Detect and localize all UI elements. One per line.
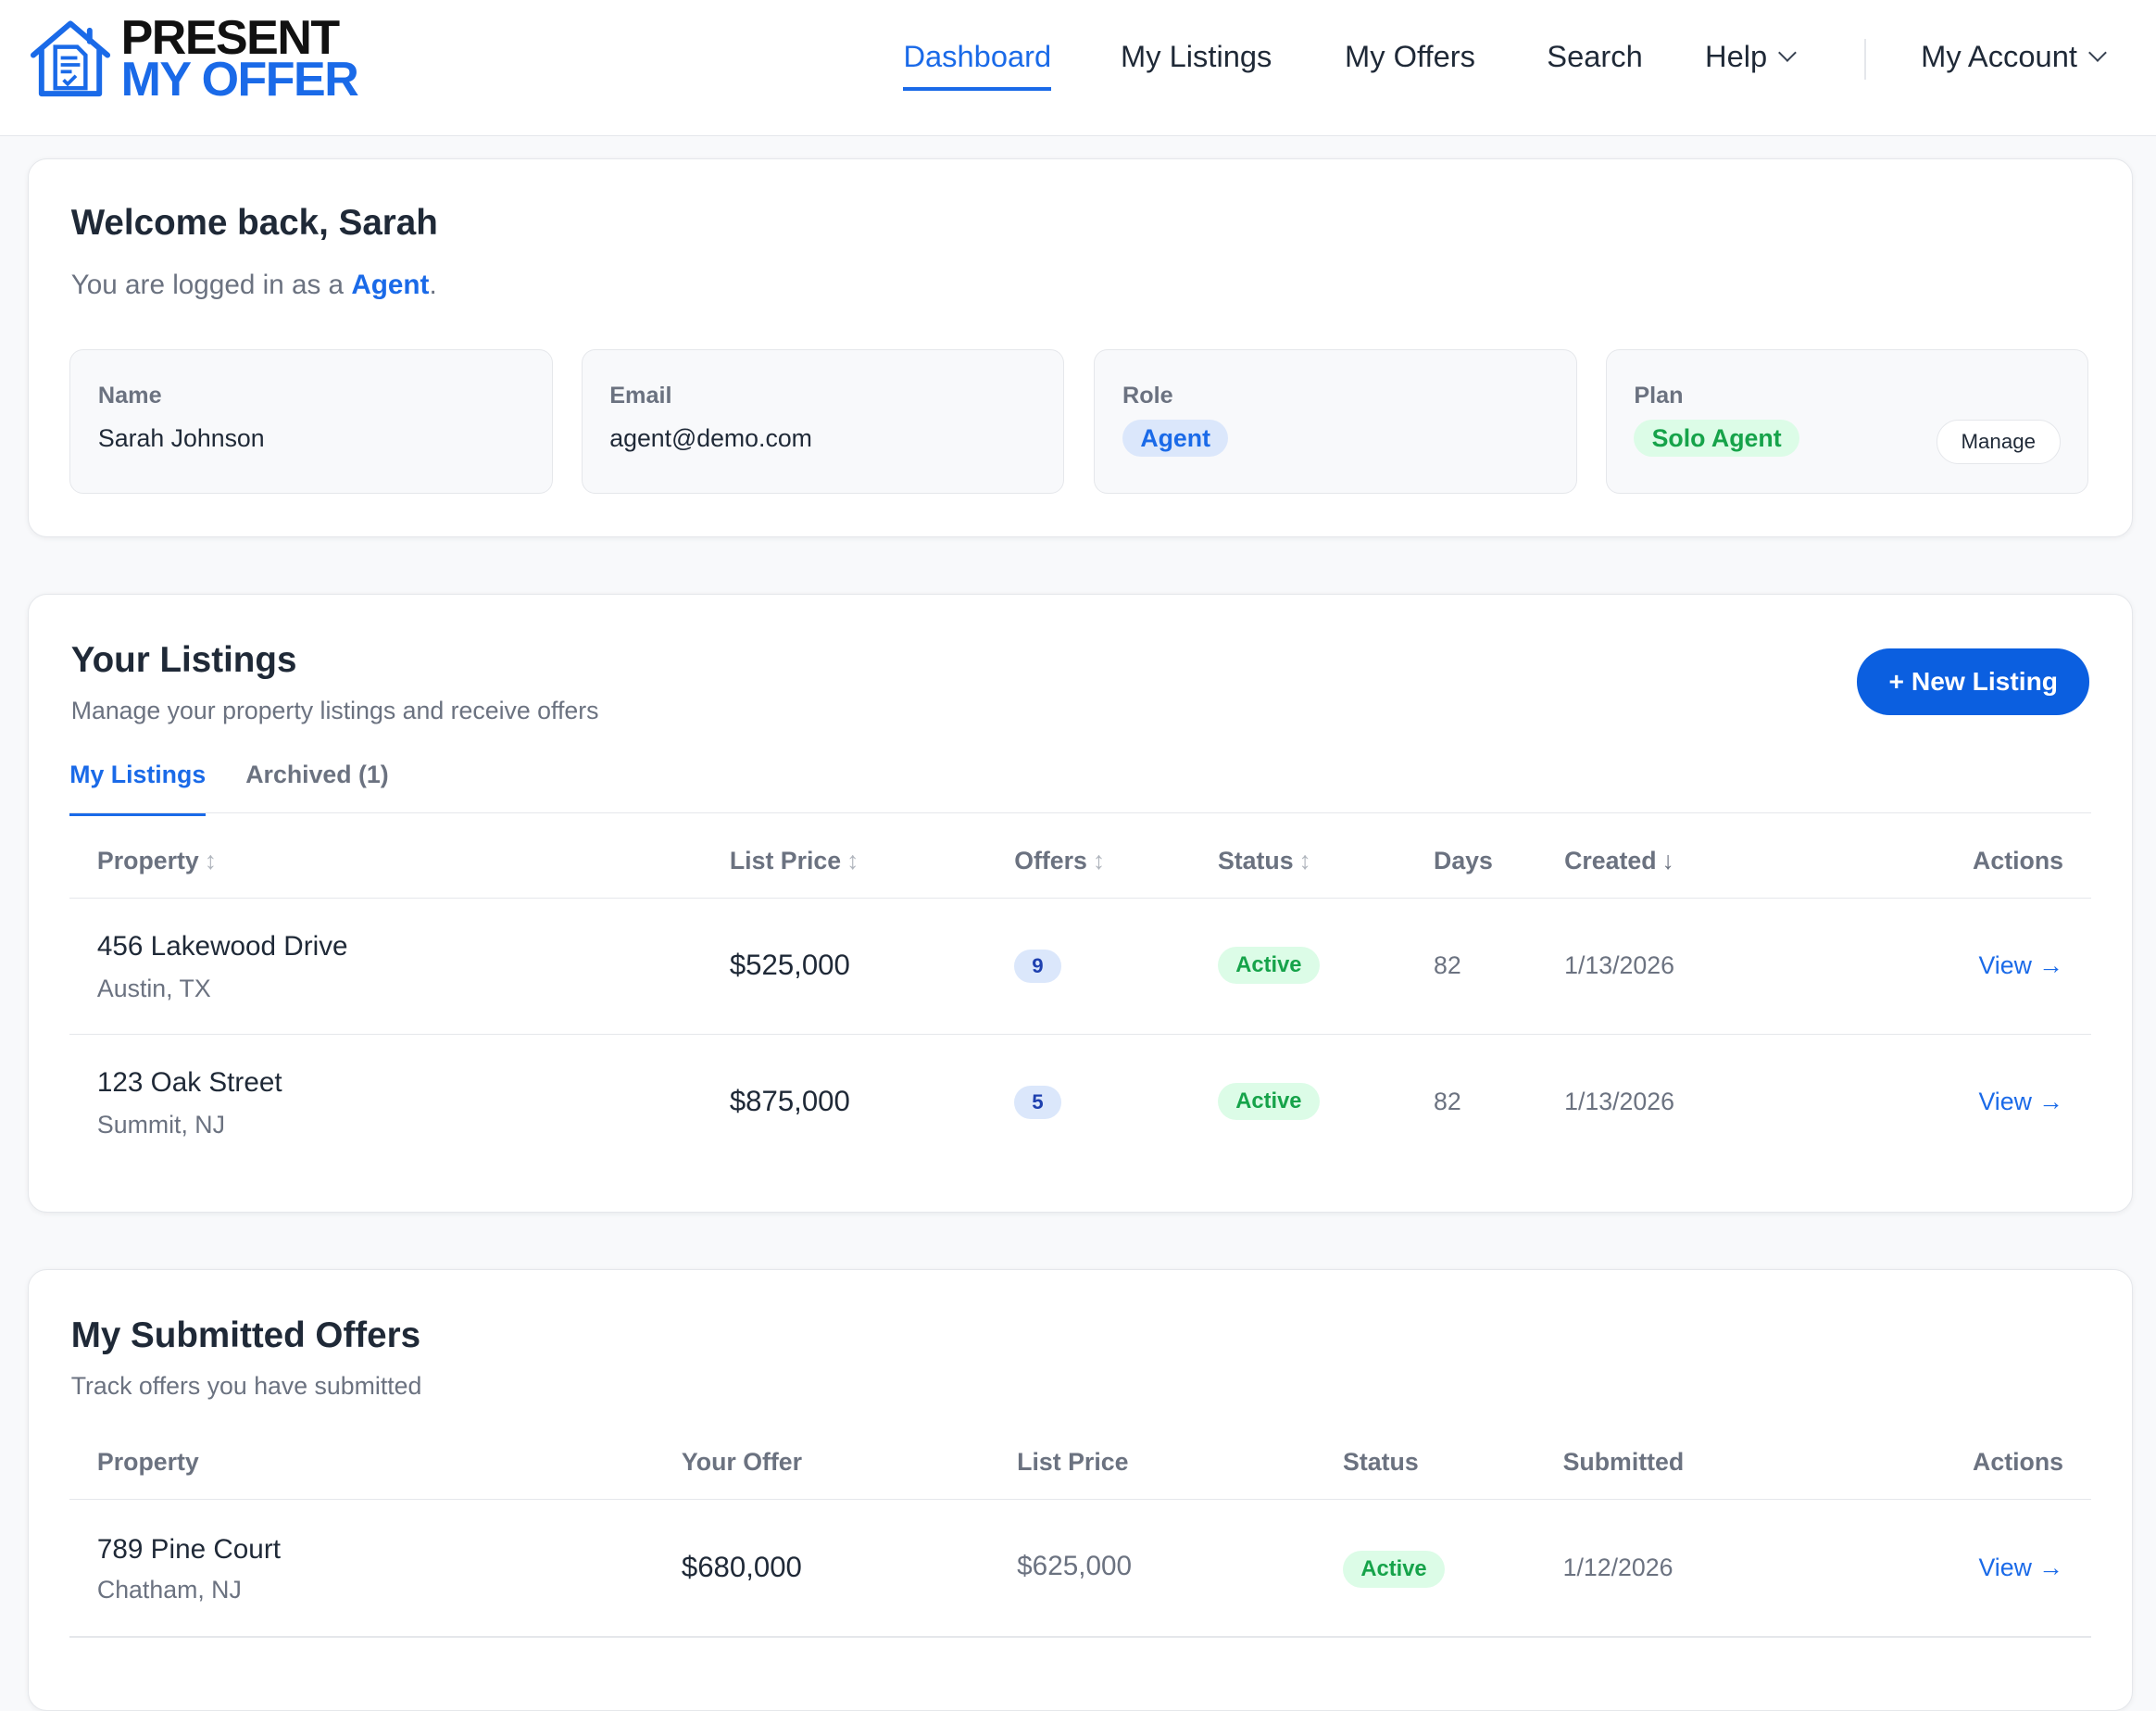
col-days: Days [1434, 847, 1493, 875]
days: 82 [1434, 1087, 1461, 1115]
days: 82 [1434, 950, 1461, 979]
col-offers[interactable]: Offers ↕ [1014, 847, 1105, 875]
list-price: $525,000 [729, 948, 850, 981]
col-label: Property [96, 847, 199, 875]
tab-archived[interactable]: Archived (1) [245, 760, 389, 788]
plan-badge: Solo Agent [1634, 420, 1799, 458]
listings-title: Your Listings [70, 640, 297, 681]
role-link[interactable]: Agent [351, 269, 430, 300]
nav-dashboard[interactable]: Dashboard [903, 38, 1052, 91]
submitted-date: 1/12/2026 [1562, 1554, 1673, 1582]
listings-card: Your Listings Manage your property listi… [27, 594, 2134, 1213]
col-label: Offers [1014, 847, 1087, 875]
role-label: Role [1122, 383, 1173, 409]
col-your-offer: Your Offer [681, 1447, 803, 1476]
email-value: agent@demo.com [609, 423, 812, 452]
nav-search[interactable]: Search [1547, 38, 1643, 73]
info-role: Role Agent [1094, 348, 1577, 495]
status-badge: Active [1343, 1551, 1445, 1589]
house-document-icon [30, 20, 110, 96]
property-city: Summit, NJ [96, 1111, 225, 1139]
name-value: Sarah Johnson [97, 423, 265, 452]
col-status: Status [1343, 1447, 1419, 1476]
status-badge: Active [1217, 947, 1320, 985]
info-plan: Plan Solo Agent Manage [1605, 348, 2089, 495]
new-listing-button[interactable]: + New Listing [1857, 648, 2090, 715]
offers-subtitle: Track offers you have submitted [70, 1372, 422, 1401]
sort-icon: ↕ [1092, 847, 1106, 875]
subtitle-suffix: . [429, 269, 437, 300]
property-name[interactable]: 123 Oak Street [96, 1066, 282, 1098]
chevron-down-icon [1778, 44, 1797, 63]
nav-divider [1864, 38, 1866, 81]
welcome-title: Welcome back, Sarah [70, 203, 438, 244]
col-property[interactable]: Property ↕ [97, 847, 217, 875]
col-actions: Actions [1973, 1447, 2064, 1476]
offers-count: 9 [1014, 950, 1061, 984]
top-nav: PRESENT MY OFFER Dashboard My Listings My… [0, 0, 2156, 136]
manage-plan-button[interactable]: Manage [1936, 420, 2061, 464]
your-offer: $680,000 [681, 1551, 802, 1584]
logo-line1: PRESENT [120, 11, 340, 66]
offers-title: My Submitted Offers [70, 1315, 421, 1356]
tab-my-listings[interactable]: My Listings [69, 761, 207, 816]
name-label: Name [97, 383, 162, 409]
table-row[interactable]: 456 Lakewood Drive Austin, TX $525,000 9… [69, 898, 2091, 1034]
col-created[interactable]: Created ↓ [1564, 847, 1674, 875]
logo[interactable]: PRESENT MY OFFER [28, 11, 359, 107]
list-price: $625,000 [1017, 1551, 1132, 1582]
nav-my-account[interactable]: My Account [1921, 38, 2107, 74]
listings-subtitle: Manage your property listings and receiv… [70, 697, 599, 725]
property-city: Austin, TX [96, 975, 211, 1003]
welcome-subtitle: You are logged in as a Agent. [71, 270, 437, 301]
col-list-price[interactable]: List Price ↕ [730, 847, 859, 875]
offers-count: 5 [1014, 1086, 1061, 1120]
nav-help[interactable]: Help [1705, 38, 1797, 74]
property-name[interactable]: 789 Pine Court [96, 1534, 281, 1566]
table-row[interactable]: 123 Oak Street Summit, NJ $875,000 5 Act… [69, 1034, 2091, 1170]
col-label: List Price [729, 847, 842, 875]
info-email: Email agent@demo.com [581, 348, 1065, 495]
nav-help-label: Help [1705, 38, 1768, 73]
chevron-down-icon [2087, 44, 2107, 63]
view-link[interactable]: View → [1978, 950, 2064, 979]
nav-account-label: My Account [1921, 38, 2077, 73]
col-label: Created [1564, 847, 1657, 875]
sort-desc-icon: ↓ [1661, 847, 1674, 875]
col-label: Status [1217, 847, 1294, 875]
role-badge: Agent [1122, 420, 1229, 458]
table-row[interactable]: 789 Pine Court Chatham, NJ $680,000 $625… [69, 1499, 2091, 1636]
sort-icon: ↕ [846, 847, 859, 875]
plan-label: Plan [1634, 383, 1684, 409]
logo-line2: MY OFFER [120, 52, 359, 107]
sort-icon: ↕ [1298, 847, 1311, 875]
col-property: Property [96, 1447, 199, 1476]
sort-icon: ↕ [204, 847, 218, 875]
welcome-card: Welcome back, Sarah You are logged in as… [27, 157, 2134, 537]
created-date: 1/13/2026 [1564, 1087, 1674, 1115]
col-status[interactable]: Status ↕ [1218, 847, 1311, 875]
col-list-price: List Price [1017, 1447, 1129, 1476]
nav-my-offers[interactable]: My Offers [1345, 38, 1475, 73]
status-badge: Active [1217, 1083, 1320, 1121]
nav-my-listings[interactable]: My Listings [1121, 38, 1272, 73]
created-date: 1/13/2026 [1564, 950, 1674, 979]
property-name[interactable]: 456 Lakewood Drive [96, 930, 348, 962]
property-city: Chatham, NJ [96, 1575, 242, 1604]
subtitle-prefix: You are logged in as a [70, 269, 352, 300]
col-submitted: Submitted [1562, 1447, 1685, 1476]
info-name: Name Sarah Johnson [69, 348, 553, 495]
view-link[interactable]: View → [1978, 1554, 2064, 1582]
list-price: $875,000 [729, 1084, 850, 1117]
email-label: Email [609, 383, 672, 409]
col-actions: Actions [1973, 847, 2064, 875]
submitted-offers-card: My Submitted Offers Track offers you hav… [27, 1269, 2134, 1711]
view-link[interactable]: View → [1978, 1087, 2064, 1115]
